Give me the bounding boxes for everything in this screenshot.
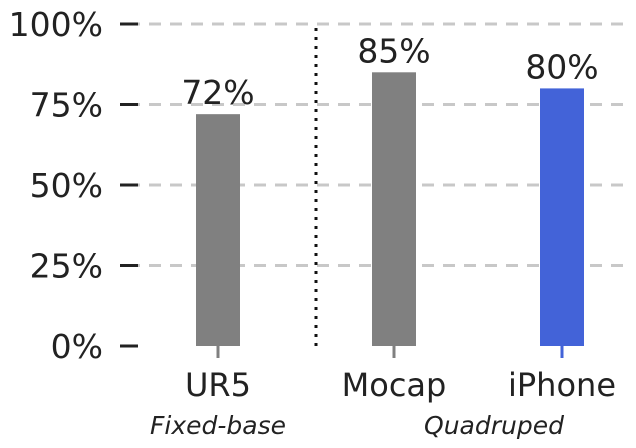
bar-mocap bbox=[372, 72, 416, 347]
data-label: 72% bbox=[181, 73, 254, 112]
y-tick-label: 75% bbox=[30, 86, 103, 125]
x-tick-label: Mocap bbox=[342, 366, 447, 404]
y-tick-label: 50% bbox=[30, 166, 103, 205]
y-axis: 0% 25% 50% 75% 100% bbox=[9, 5, 138, 366]
data-label: 80% bbox=[525, 47, 598, 86]
bars: 72% 85% 80% bbox=[181, 31, 599, 347]
group-label: Quadruped bbox=[424, 411, 564, 440]
group-label: Fixed-base bbox=[150, 411, 286, 440]
y-tick-label: 25% bbox=[30, 247, 103, 286]
x-axis: UR5 Mocap iPhone bbox=[185, 346, 616, 404]
x-tick-label: iPhone bbox=[508, 366, 616, 404]
y-tick-label: 100% bbox=[9, 5, 103, 44]
bar-iphone bbox=[540, 88, 584, 347]
group-labels: Fixed-base Quadruped bbox=[150, 411, 564, 440]
data-label: 85% bbox=[357, 31, 430, 70]
x-tick-label: UR5 bbox=[185, 366, 251, 404]
y-tick-label: 0% bbox=[51, 327, 103, 366]
bar-ur5 bbox=[196, 114, 240, 346]
